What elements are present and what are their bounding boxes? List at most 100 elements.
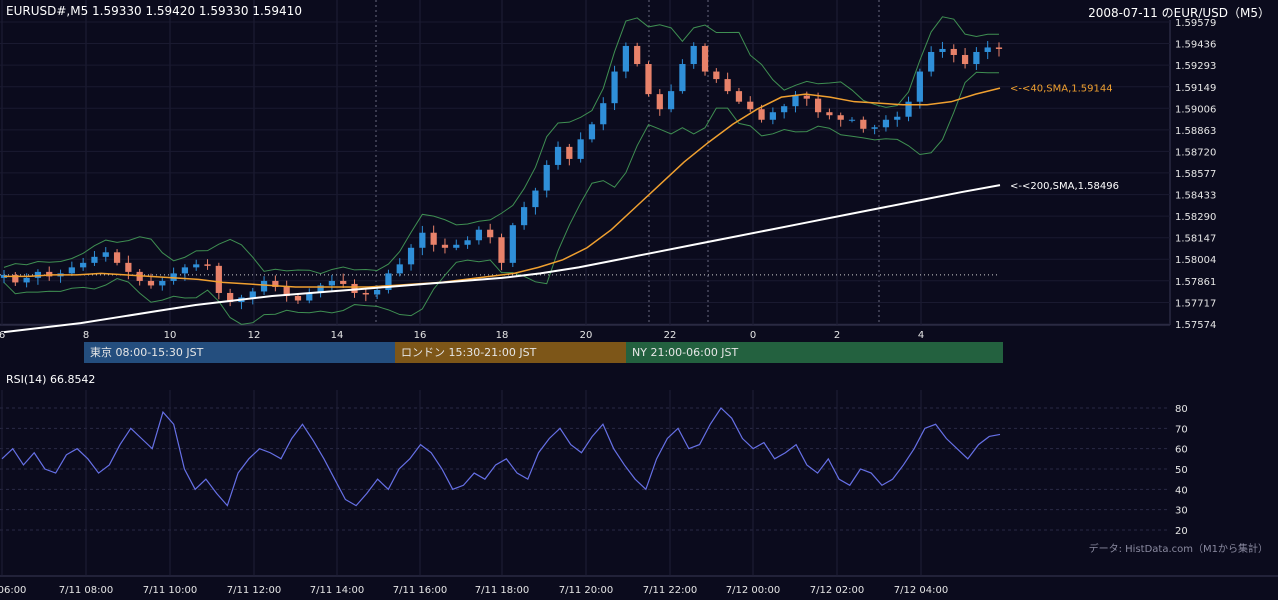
session-london: ロンドン 15:30-21:00 JST: [395, 342, 626, 363]
y-tick-label: 1.59436: [1175, 40, 1216, 51]
candle-body: [848, 119, 856, 121]
candle-body: [792, 95, 799, 107]
candle-body: [453, 244, 460, 248]
rsi-x-tick-label: 7/11 16:00: [393, 585, 447, 596]
candle-body: [701, 45, 709, 72]
candle-body: [588, 124, 596, 140]
candle-body: [950, 48, 957, 55]
candle-body: [690, 45, 697, 65]
candle-body: [475, 229, 482, 241]
candle-body: [91, 256, 98, 263]
rsi-y-tick-label: 60: [1175, 445, 1188, 456]
y-tick-label: 1.58147: [1175, 234, 1216, 245]
candle-body: [645, 64, 652, 95]
rsi-y-tick-label: 30: [1175, 506, 1188, 517]
y-tick-label: 1.58004: [1175, 255, 1216, 266]
x-tick-label: 14: [331, 330, 344, 341]
rsi-y-tick-label: 40: [1175, 485, 1188, 496]
symbol-info: EURUSD#,M5 1.59330 1.59420 1.59330 1.594…: [6, 4, 302, 18]
candle-body: [283, 286, 290, 296]
rsi-x-tick-label: 7/11 08:00: [59, 585, 113, 596]
chart-title: 2008-07-11 のEUR/USD（M5）: [1088, 6, 1270, 20]
candle-body: [995, 47, 1003, 49]
candle-body: [385, 273, 392, 290]
moving-averages: [3, 87, 1001, 334]
x-tick-label: 22: [664, 330, 677, 341]
x-tick-label: 6: [0, 330, 5, 341]
sma40-annotation: <-<40,SMA,1.59144: [1010, 84, 1113, 95]
x-tick-label: 0: [750, 330, 756, 341]
session-tokyo: 東京 08:00-15:30 JST: [84, 342, 395, 363]
rsi-grid-layer: [0, 390, 1170, 576]
candle-body: [193, 264, 200, 268]
x-tick-label: 4: [918, 330, 924, 341]
candle-body: [758, 109, 765, 120]
rsi-y-tick-label: 80: [1175, 404, 1188, 415]
rsi-y-tick-label: 20: [1175, 526, 1188, 537]
candle-body: [735, 91, 743, 102]
candle-body: [34, 271, 42, 278]
x-tick-label: 8: [83, 330, 89, 341]
y-tick-label: 1.59579: [1175, 18, 1216, 29]
candle-body: [747, 101, 754, 110]
candle-body: [882, 119, 890, 128]
candle-body: [916, 71, 923, 102]
candle-body: [374, 289, 381, 295]
y-tick-label: 1.57574: [1175, 320, 1216, 331]
rsi-x-tick-label: 7/11 12:00: [227, 585, 281, 596]
axis-labels: 1.59579 1.59436 1.59293 1.59149 1.59006 1.588…: [0, 18, 1216, 596]
candle-body: [46, 271, 53, 277]
candle-body: [928, 51, 935, 72]
candle-body: [509, 225, 516, 263]
candle-body: [521, 207, 528, 226]
session-tokyo-label: 東京 08:00-15:30 JST: [90, 346, 204, 359]
candle-body: [871, 127, 878, 129]
y-tick-label: 1.59293: [1175, 61, 1216, 72]
x-tick-label: 18: [496, 330, 509, 341]
sma200-annotation: <-<200,SMA,1.58496: [1010, 181, 1119, 192]
rsi-series: [1, 407, 1001, 507]
candle-body: [317, 285, 324, 293]
candlestick-series: [0, 41, 1003, 310]
candle-body: [12, 274, 19, 283]
candle-body: [80, 262, 87, 268]
candle-body: [362, 292, 369, 295]
rsi-y-tick-label: 50: [1175, 465, 1188, 476]
rsi-x-tick-label: 06:00: [0, 585, 26, 596]
candle-body: [260, 280, 268, 292]
candle-body: [125, 262, 132, 272]
candle-body: [769, 112, 776, 120]
session-london-label: ロンドン 15:30-21:00 JST: [401, 346, 537, 359]
rsi-x-tick-label: 7/11 14:00: [310, 585, 364, 596]
candle-body: [679, 64, 686, 92]
sma200-line: [3, 184, 1001, 334]
candle-body: [464, 240, 471, 245]
y-tick-label: 1.58720: [1175, 147, 1216, 158]
candle-body: [113, 252, 121, 263]
candle-body: [973, 51, 980, 65]
candle-body: [600, 103, 607, 125]
candle-body: [543, 164, 550, 191]
candle-body: [894, 116, 901, 120]
candle-body: [532, 190, 539, 208]
sma40-line: [4, 87, 1001, 288]
candle-body: [68, 267, 75, 274]
candle-body: [407, 247, 415, 265]
candle-body: [351, 283, 358, 293]
x-tick-label: 16: [414, 330, 427, 341]
y-tick-label: 1.59006: [1175, 104, 1216, 115]
candle-body: [23, 277, 30, 283]
rsi-x-tick-label: 7/11 22:00: [643, 585, 697, 596]
rsi-line: [1, 407, 1001, 507]
candle-body: [204, 264, 211, 266]
candle-body: [577, 139, 584, 159]
rsi-x-tick-label: 7/11 18:00: [475, 585, 529, 596]
candle-body: [498, 237, 505, 263]
candle-body: [724, 79, 731, 92]
candle-body: [328, 280, 336, 286]
candle-body: [430, 232, 437, 245]
candle-body: [272, 280, 279, 287]
x-tick-label: 20: [580, 330, 593, 341]
candle-body: [419, 232, 426, 248]
